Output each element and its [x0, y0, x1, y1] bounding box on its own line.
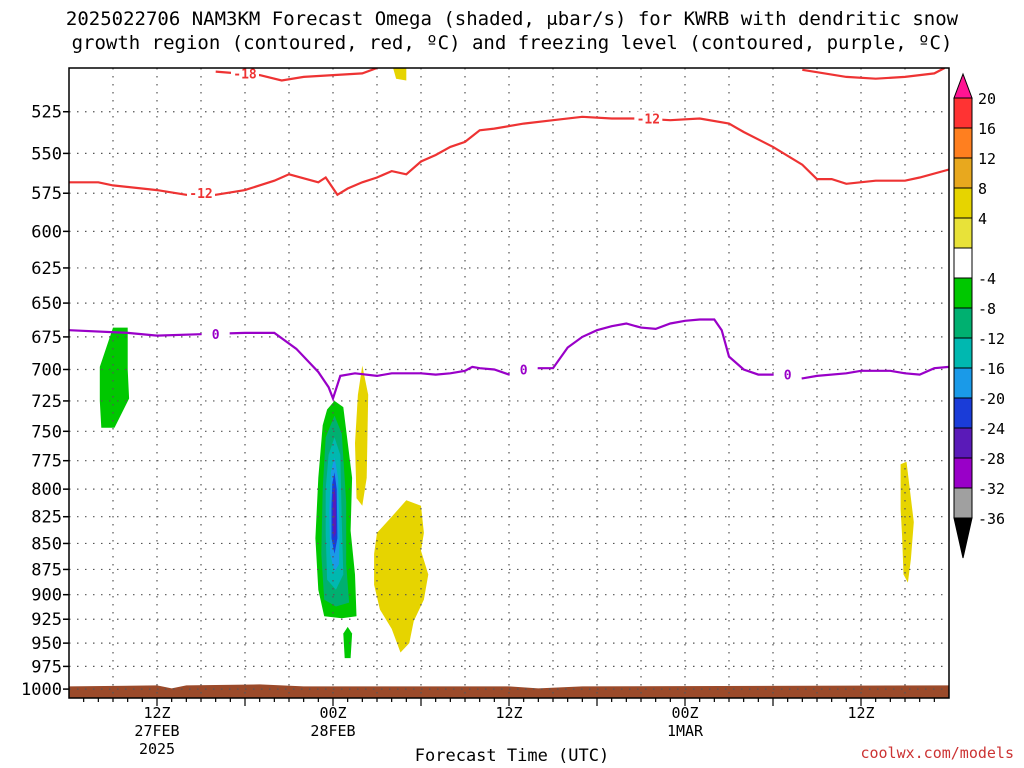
colorbar-swatch: [953, 97, 973, 129]
colorbar-bottom-arrow: [953, 517, 973, 559]
y-tick-label: 925: [31, 610, 62, 630]
colorbar-swatch: [953, 427, 973, 459]
colorbar-label: -28: [978, 450, 1005, 468]
colorbar-label: -16: [978, 360, 1005, 378]
contour-label: 0: [784, 369, 792, 384]
freezing_level_0-line: [69, 318, 949, 402]
y-tick-label: 900: [31, 586, 62, 606]
y-tick-label: 950: [31, 634, 62, 654]
colorbar-label: -24: [978, 420, 1005, 438]
y-tick-label: 675: [31, 328, 62, 348]
colorbar-label: -12: [978, 330, 1005, 348]
colorbar-top-arrow: [953, 72, 973, 99]
y-tick-label: 525: [31, 103, 62, 123]
contour-label: 0: [212, 328, 220, 343]
y-tick-label: 700: [31, 360, 62, 380]
colorbar-swatch: [953, 307, 973, 339]
contour-label-bg: [509, 362, 538, 377]
chart-title-line2: growth region (contoured, red, ºC) and f…: [71, 32, 953, 54]
y-tick-label: 575: [31, 184, 62, 204]
colorbar-swatch: [953, 487, 973, 519]
y-tick-label: 975: [31, 657, 62, 677]
colorbar-label: -32: [978, 480, 1005, 498]
x-tick-label: 00Z: [671, 704, 698, 722]
colorbar-label: 16: [978, 120, 996, 138]
x-tick-label: 1MAR: [667, 722, 704, 740]
x-axis-title: Forecast Time (UTC): [414, 746, 610, 766]
y-tick-label: 1000: [21, 680, 62, 700]
dgz_-18_a-line: [215, 68, 378, 82]
contour-label-bg: [231, 68, 259, 81]
colorbar-swatch: [953, 247, 973, 279]
surface-terrain: [69, 684, 949, 698]
omega_4_c: [900, 461, 914, 583]
colorbar-swatch: [953, 337, 973, 369]
y-tick-label: 600: [31, 222, 62, 242]
pressure-axis: 525 550 575 600 625 650 675 700 725 750 775 800 825 8…: [21, 103, 69, 700]
colorbar-label: 20: [978, 90, 996, 108]
plot-frame: [68, 67, 950, 699]
x-tick-label: 00Z: [319, 704, 346, 722]
colorbar-label: -4: [978, 270, 996, 288]
grid-lines: [69, 68, 949, 698]
colorbar-label: 8: [978, 180, 987, 198]
x-tick-label: 2025: [139, 740, 175, 758]
x-tick-label: 12Z: [495, 704, 522, 722]
x-tick-label: 27FEB: [134, 722, 179, 740]
omega_4_b: [374, 500, 429, 653]
y-tick-label: 850: [31, 534, 62, 554]
chart-title-line1: 2025022706 NAM3KM Forecast Omega (shaded…: [65, 8, 959, 30]
contour-label-bg: [201, 327, 230, 342]
contour-label: -18: [233, 67, 257, 82]
contour-label-bg: [634, 111, 663, 126]
y-tick-label: 725: [31, 392, 62, 412]
dgz_-12-line: [69, 115, 949, 197]
contour-label-bg: [187, 186, 215, 201]
omega_-4_a: [99, 327, 130, 428]
contour-lines: -12 -12 -18 0 0 0: [69, 67, 949, 402]
contour-label: -12: [637, 113, 660, 128]
colorbar-swatch: [953, 457, 973, 489]
colorbar-swatch: [953, 187, 973, 219]
surface-band: [69, 684, 949, 698]
colorbar-label: 12: [978, 150, 996, 168]
source-credit: coolwx.com/models: [860, 744, 1014, 762]
dgz_-18_b-line: [802, 68, 946, 80]
colorbar-swatch: [953, 217, 973, 249]
colorbar-label: -36: [978, 510, 1005, 528]
colorbar-swatch: [953, 367, 973, 399]
colorbar: 20 16 12 8 4 -4 -8 -12 -16 -20 -24 -28 -32 -36: [953, 72, 1005, 559]
y-tick-label: 650: [31, 294, 62, 314]
y-tick-label: 750: [31, 422, 62, 442]
colorbar-label: -20: [978, 390, 1005, 408]
omega_4_d: [393, 68, 407, 81]
y-tick-label: 825: [31, 508, 62, 528]
colorbar-label: -8: [978, 300, 996, 318]
contour-label-bg: [773, 367, 802, 382]
omega_-4_small: [343, 626, 353, 659]
contour-label: -12: [189, 187, 212, 202]
y-tick-label: 875: [31, 560, 62, 580]
x-tick-label: 28FEB: [310, 722, 355, 740]
y-tick-label: 625: [31, 259, 62, 279]
x-tick-label: 12Z: [143, 704, 170, 722]
x-tick-label: 12Z: [847, 704, 874, 722]
colorbar-swatch: [953, 127, 973, 159]
y-tick-label: 550: [31, 144, 62, 164]
contour-label: 0: [520, 363, 528, 378]
y-tick-label: 800: [31, 480, 62, 500]
colorbar-swatch: [953, 397, 973, 429]
colorbar-swatch: [953, 277, 973, 309]
omega_4_a: [355, 365, 369, 506]
colorbar-label: 4: [978, 210, 987, 228]
y-tick-label: 775: [31, 452, 62, 472]
colorbar-swatch: [953, 157, 973, 189]
